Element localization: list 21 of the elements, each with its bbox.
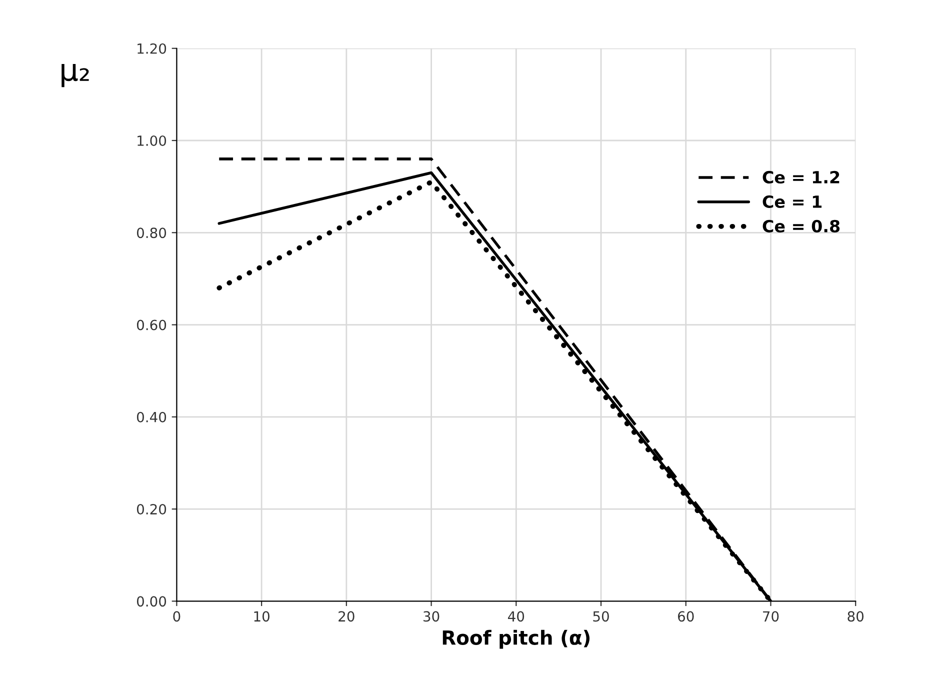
y-tick-label: 0.40 [136,412,166,422]
y-tick-label: 1.00 [138,135,166,146]
legend-label: Ce = 0.8 [762,220,840,232]
legend-label: Ce = 1.2 [762,170,840,184]
x-tick-label: 70 [763,611,779,622]
x-tick-label: 10 [254,611,270,622]
x-tick-label: 40 [508,611,524,622]
x-tick-label: 80 [848,611,864,622]
x-tick-label: 0 [173,611,180,622]
legend-label: Ce = 1 [762,195,822,208]
x-axis-title: Roof pitch (α) [442,630,590,649]
x-tick-label: 60 [678,611,694,622]
y-tick-label: 0.00 [136,596,166,607]
y-tick-label: 0.20 [136,504,166,515]
x-tick-label: 50 [593,611,609,622]
x-tick-label: 20 [338,611,354,622]
y-tick-label: 1.20 [138,43,166,54]
y-tick-label: 0.60 [136,320,166,330]
y-axis-title: μ₂ [62,64,89,88]
y-tick-label: 0.80 [136,228,166,238]
x-tick-label: 30 [424,611,440,622]
